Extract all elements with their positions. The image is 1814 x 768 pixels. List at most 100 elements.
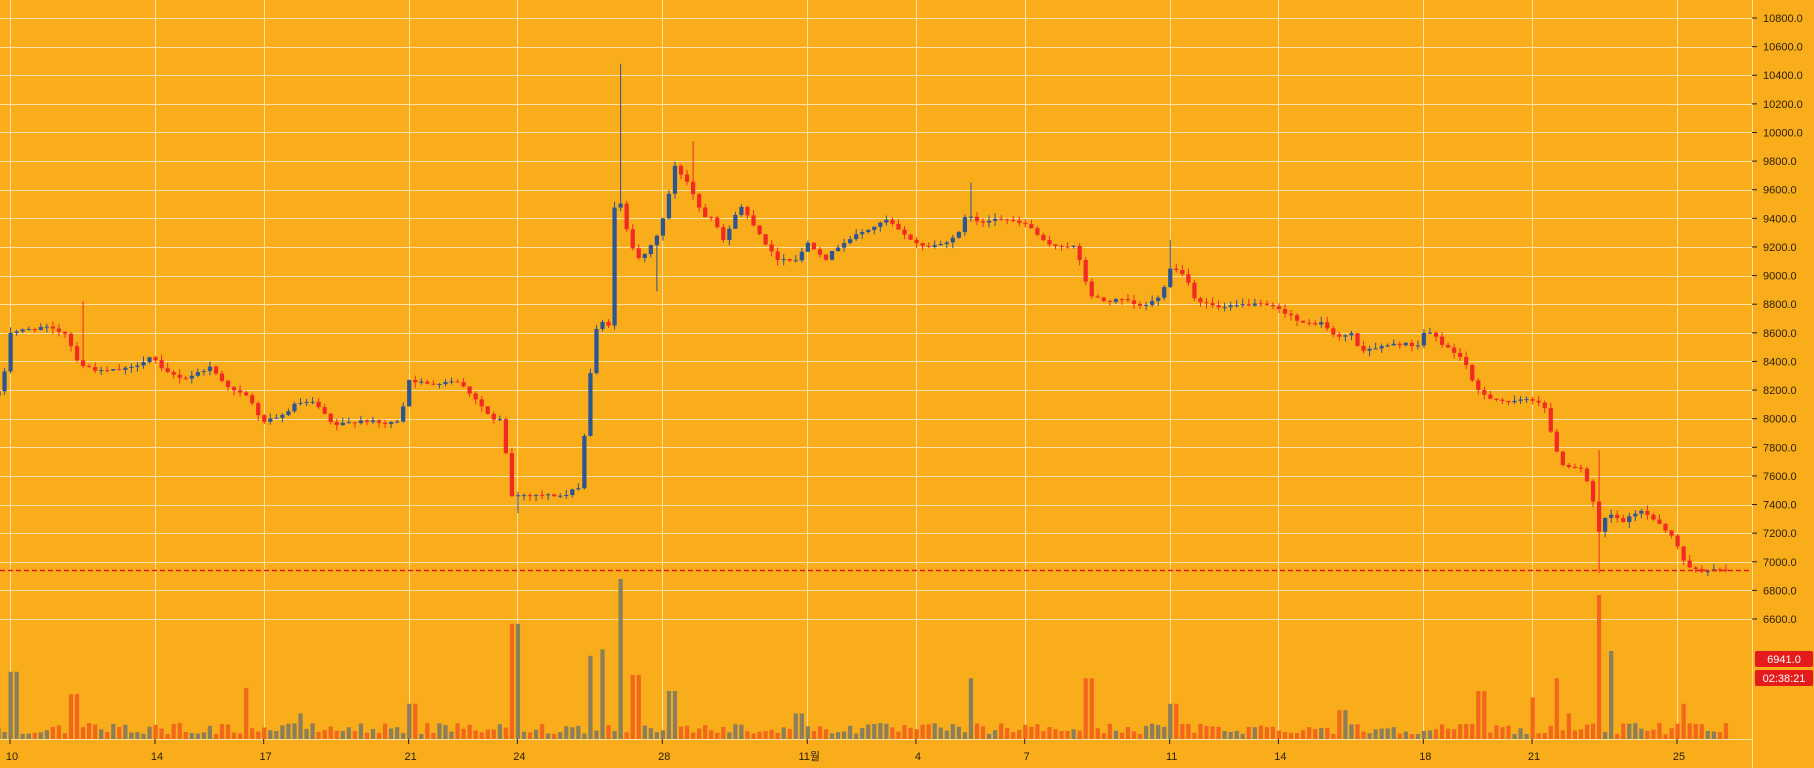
volume-bar — [310, 723, 315, 739]
candle-body — [570, 489, 575, 495]
volume-bar — [105, 731, 110, 739]
volume-bar — [884, 723, 889, 739]
volume-bar — [1059, 730, 1064, 739]
candle-body — [654, 235, 659, 246]
volume-bar — [431, 732, 436, 739]
candle-body — [449, 381, 454, 383]
volume-bar — [1494, 725, 1499, 739]
candle-body — [612, 207, 617, 326]
y-tick-label: 10600.0 — [1763, 42, 1803, 54]
candle-body — [165, 368, 170, 373]
x-tick-label: 18 — [1419, 751, 1431, 763]
volume-bar — [322, 729, 327, 739]
volume-bar — [1017, 729, 1022, 739]
candle-body — [896, 223, 901, 230]
candle-body — [298, 402, 303, 404]
candle-body — [1095, 296, 1100, 298]
candle-body — [703, 207, 708, 218]
volume-bar — [1276, 730, 1282, 739]
volume-bar — [129, 732, 134, 739]
volume-bar — [1228, 731, 1233, 739]
volume-bar — [817, 726, 823, 739]
volume-bar — [1264, 727, 1270, 739]
candle-body — [1512, 400, 1517, 403]
volume-bar — [1089, 678, 1094, 739]
candle-body — [250, 395, 255, 404]
candle-body — [588, 373, 593, 436]
volume-bar — [382, 723, 388, 739]
candle-body — [1125, 299, 1131, 301]
volume-bar — [1367, 733, 1372, 739]
volume-bar — [992, 730, 998, 739]
candle-body — [878, 222, 883, 227]
volume-bar — [298, 713, 303, 739]
candle-body — [763, 234, 768, 245]
volume-bar — [268, 730, 273, 739]
volume-bar — [1095, 728, 1100, 739]
y-tick-label: 7400.0 — [1763, 500, 1797, 512]
candle-body — [50, 326, 55, 329]
volume-bar — [811, 730, 817, 739]
y-axis: 6600.0 6800.0 7000.0 7200.0 7400.0 7600.0 7800… — [1752, 13, 1803, 626]
volume-bar — [280, 725, 285, 739]
candle-body — [189, 375, 194, 379]
candle-body — [1168, 268, 1173, 288]
volume-bar — [177, 723, 182, 739]
volume-bar — [1506, 725, 1511, 739]
candle-body — [1204, 302, 1209, 304]
candle-body — [1500, 399, 1505, 401]
volume-bar — [962, 732, 968, 739]
volume-bar — [389, 728, 394, 739]
volume-bar — [509, 623, 515, 739]
volume-bar — [1343, 710, 1348, 739]
candle-body — [823, 254, 829, 260]
volume-bar — [437, 723, 442, 739]
x-tick-label: 7 — [1024, 751, 1030, 763]
volume-bar — [1482, 691, 1487, 739]
candle-body — [739, 206, 744, 215]
candle-body — [558, 495, 563, 497]
y-tick-label: 9800.0 — [1763, 156, 1797, 168]
volume-bar — [1222, 731, 1227, 739]
volume-bar — [1717, 732, 1722, 739]
candle-body — [1379, 346, 1384, 349]
candle-body — [1005, 219, 1010, 221]
x-tick-label: 14 — [1274, 751, 1286, 763]
candle-body — [908, 234, 913, 240]
volume-bar — [56, 725, 62, 739]
candle-body — [1518, 399, 1523, 401]
volume-bar — [1681, 703, 1686, 739]
volume-bar — [1651, 729, 1656, 739]
volume-bar — [1615, 734, 1620, 739]
candle-body — [1458, 352, 1463, 357]
candle-body — [177, 374, 182, 378]
volume-bar — [497, 724, 502, 739]
volume-bar — [183, 732, 188, 739]
volume-bar — [1439, 724, 1445, 739]
volume-bar — [1150, 723, 1155, 739]
volume-bar — [1307, 727, 1312, 739]
volume-bar — [618, 579, 623, 739]
volume-bar — [1391, 727, 1396, 739]
volume-bar — [207, 725, 213, 739]
candle-body — [944, 242, 949, 245]
volume-bar — [721, 726, 726, 739]
volume-bar — [401, 733, 406, 739]
volume-bar — [690, 732, 696, 739]
candle-body — [147, 357, 152, 363]
candle-body — [841, 243, 847, 248]
volume-bar — [1409, 734, 1414, 739]
volume-bar — [346, 727, 351, 739]
y-tick-label: 10200.0 — [1763, 99, 1803, 111]
volume-bar — [1518, 728, 1523, 739]
volume-bar — [1125, 727, 1131, 739]
candle-body — [1645, 510, 1650, 515]
candle-body — [1222, 307, 1227, 309]
candle-body — [962, 217, 968, 233]
volume-bar — [473, 730, 478, 739]
candle-body — [950, 237, 955, 243]
volume-bar — [1204, 725, 1209, 739]
candle-body — [1482, 390, 1487, 395]
candle-body — [636, 248, 641, 258]
candle-body — [1035, 228, 1040, 235]
